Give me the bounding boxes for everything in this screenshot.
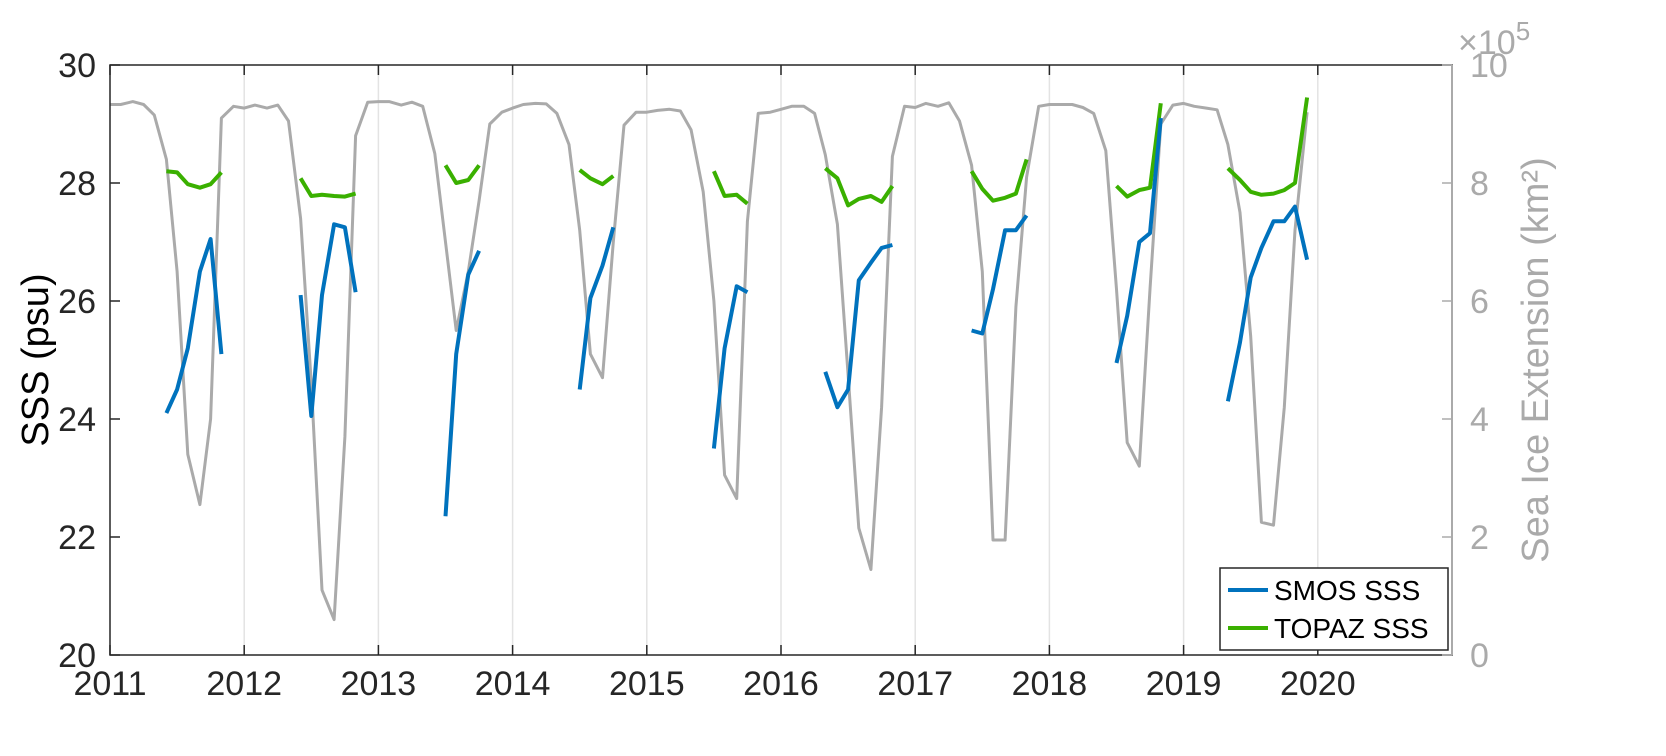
series-topaz-segment-4 (712, 170, 749, 206)
series-smos-segment-4 (711, 284, 749, 449)
x-tick-label-2018: 2018 (1012, 665, 1088, 703)
y-axis-right-multiplier: ×105 (1458, 16, 1530, 62)
grid-lines (243, 65, 1319, 655)
series-smos-segment-1 (298, 222, 358, 418)
y-right-tick-label-2: 2 (1470, 519, 1489, 557)
series-topaz-segment-6 (969, 158, 1029, 203)
x-tick-label-2019: 2019 (1146, 665, 1222, 703)
series-topaz-segment-2 (443, 164, 481, 185)
y-right-tick-label-10: 10 (1470, 47, 1508, 85)
x-tick-label-2012: 2012 (206, 665, 282, 703)
series-topaz-segment-3 (578, 168, 615, 187)
axes: 2011 2012 2013 2014 2015 2016 2017 2018 2019 2020… (58, 47, 1508, 703)
series-topaz-segment-8 (1226, 97, 1310, 197)
x-tick-label-2014: 2014 (475, 665, 551, 703)
series-topaz-segment-1 (298, 177, 357, 199)
y-left-tick-label-22: 22 (58, 519, 96, 557)
multiplier-base: ×10 (1458, 24, 1516, 62)
y-axis-left-title: SSS (psu) (15, 273, 57, 446)
y-right-tick-label-8: 8 (1470, 165, 1489, 203)
y-right-tick-label-0: 0 (1470, 637, 1489, 675)
x-tick-label-2013: 2013 (341, 665, 417, 703)
y-left-tick-label-28: 28 (58, 165, 96, 203)
y-left-tick-label-20: 20 (58, 637, 96, 675)
series-topaz-segment-7 (1115, 103, 1163, 199)
legend-label-smos: SMOS SSS (1274, 575, 1420, 606)
series-topaz-segment-5 (824, 166, 895, 208)
legend-box (1219, 567, 1449, 651)
series-topaz-segment-0 (166, 169, 223, 190)
legend: SMOS SSS TOPAZ SSS (1219, 567, 1449, 651)
x-tick-label-2015: 2015 (609, 665, 685, 703)
x-tick-label-2016: 2016 (743, 665, 819, 703)
y-right-tick-label-4: 4 (1470, 401, 1489, 439)
x-tick-label-2017: 2017 (877, 665, 953, 703)
y-axis-right-title: Sea Ice Extension (km²) (1515, 157, 1557, 562)
series-smos-segment-0 (164, 237, 224, 414)
y-right-tick-label-6: 6 (1470, 283, 1489, 321)
y-left-tick-label-24: 24 (58, 401, 96, 439)
series-smos-segment-6 (971, 214, 1029, 336)
series-smos-segment-7 (1114, 117, 1163, 364)
x-tick-label-2011: 2011 (73, 665, 146, 703)
series-layer (110, 97, 1310, 622)
series-smos-segment-8 (1225, 204, 1310, 402)
series-smos-segment-3 (577, 226, 616, 390)
y-left-tick-label-26: 26 (58, 283, 96, 321)
series-sea-ice-line (110, 100, 1309, 622)
multiplier-exponent: 5 (1516, 16, 1530, 46)
y-left-tick-label-30: 30 (58, 47, 96, 85)
series-smos-segment-2 (443, 249, 481, 517)
x-tick-label-2020: 2020 (1280, 665, 1356, 703)
series-smos-segment-5 (823, 243, 893, 410)
legend-label-topaz: TOPAZ SSS (1274, 613, 1429, 644)
